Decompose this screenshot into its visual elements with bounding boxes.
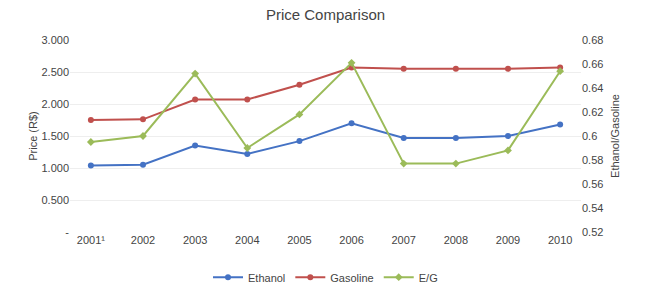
svg-text:0.6: 0.6 xyxy=(582,130,597,142)
svg-text:Price Comparison: Price Comparison xyxy=(266,6,385,23)
svg-text:E/G: E/G xyxy=(419,272,438,284)
svg-text:Ethanol/Gasoline: Ethanol/Gasoline xyxy=(609,94,621,178)
svg-text:2004: 2004 xyxy=(235,234,259,246)
svg-text:2008: 2008 xyxy=(444,234,468,246)
svg-text:2007: 2007 xyxy=(391,234,415,246)
svg-text:0.58: 0.58 xyxy=(582,154,603,166)
svg-text:2.500: 2.500 xyxy=(41,66,69,78)
svg-text:0.68: 0.68 xyxy=(582,34,603,46)
svg-text:Gasoline: Gasoline xyxy=(330,272,373,284)
svg-text:Ethanol: Ethanol xyxy=(248,272,285,284)
svg-text:0.64: 0.64 xyxy=(582,82,603,94)
svg-text:0.500: 0.500 xyxy=(41,194,69,206)
svg-text:0.54: 0.54 xyxy=(582,202,603,214)
svg-text:2009: 2009 xyxy=(496,234,520,246)
svg-text:2.000: 2.000 xyxy=(41,98,69,110)
svg-text:2002: 2002 xyxy=(131,234,155,246)
svg-text:2005: 2005 xyxy=(287,234,311,246)
svg-text:2010: 2010 xyxy=(548,234,572,246)
svg-text:2001¹: 2001¹ xyxy=(77,234,105,246)
svg-text:0.62: 0.62 xyxy=(582,106,603,118)
svg-text:3.000: 3.000 xyxy=(41,34,69,46)
svg-text:0.66: 0.66 xyxy=(582,58,603,70)
svg-text:-: - xyxy=(65,226,69,238)
svg-text:2003: 2003 xyxy=(183,234,207,246)
svg-text:0.56: 0.56 xyxy=(582,178,603,190)
svg-text:0.52: 0.52 xyxy=(582,226,603,238)
svg-text:1.500: 1.500 xyxy=(41,130,69,142)
svg-text:2006: 2006 xyxy=(339,234,363,246)
svg-text:Price (R$): Price (R$) xyxy=(27,111,39,161)
svg-text:1.000: 1.000 xyxy=(41,162,69,174)
